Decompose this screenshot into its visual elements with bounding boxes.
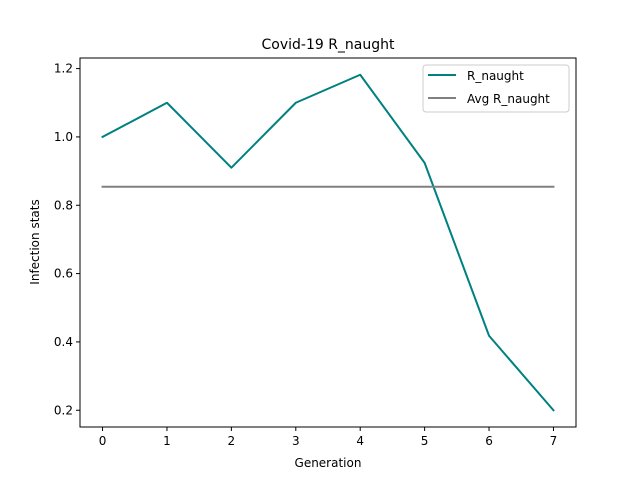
x-tick-label: 1 (163, 434, 171, 448)
x-tick-label: 2 (228, 434, 236, 448)
x-tick-label: 4 (356, 434, 364, 448)
legend: R_naught Avg R_naught (423, 65, 569, 112)
x-tick-label: 3 (292, 434, 300, 448)
y-axis-label: Infection stats (28, 199, 42, 284)
y-tick-label: 0.6 (54, 267, 73, 281)
x-tick-label: 5 (421, 434, 429, 448)
x-tick-label: 0 (99, 434, 107, 448)
x-tick-label: 6 (485, 434, 493, 448)
y-tick-label: 1.2 (54, 62, 73, 76)
plot-area (80, 58, 576, 427)
y-tick-label: 0.4 (54, 335, 73, 349)
legend-label-r-naught: R_naught (467, 69, 524, 83)
x-axis-label: Generation (295, 456, 362, 470)
y-tick-label: 0.2 (54, 403, 73, 417)
legend-label-avg-r-naught: Avg R_naught (467, 92, 550, 106)
x-tick-label: 7 (550, 434, 558, 448)
y-tick-label: 1.0 (54, 130, 73, 144)
chart-title: Covid-19 R_naught (261, 37, 395, 53)
y-tick-label: 0.8 (54, 198, 73, 212)
